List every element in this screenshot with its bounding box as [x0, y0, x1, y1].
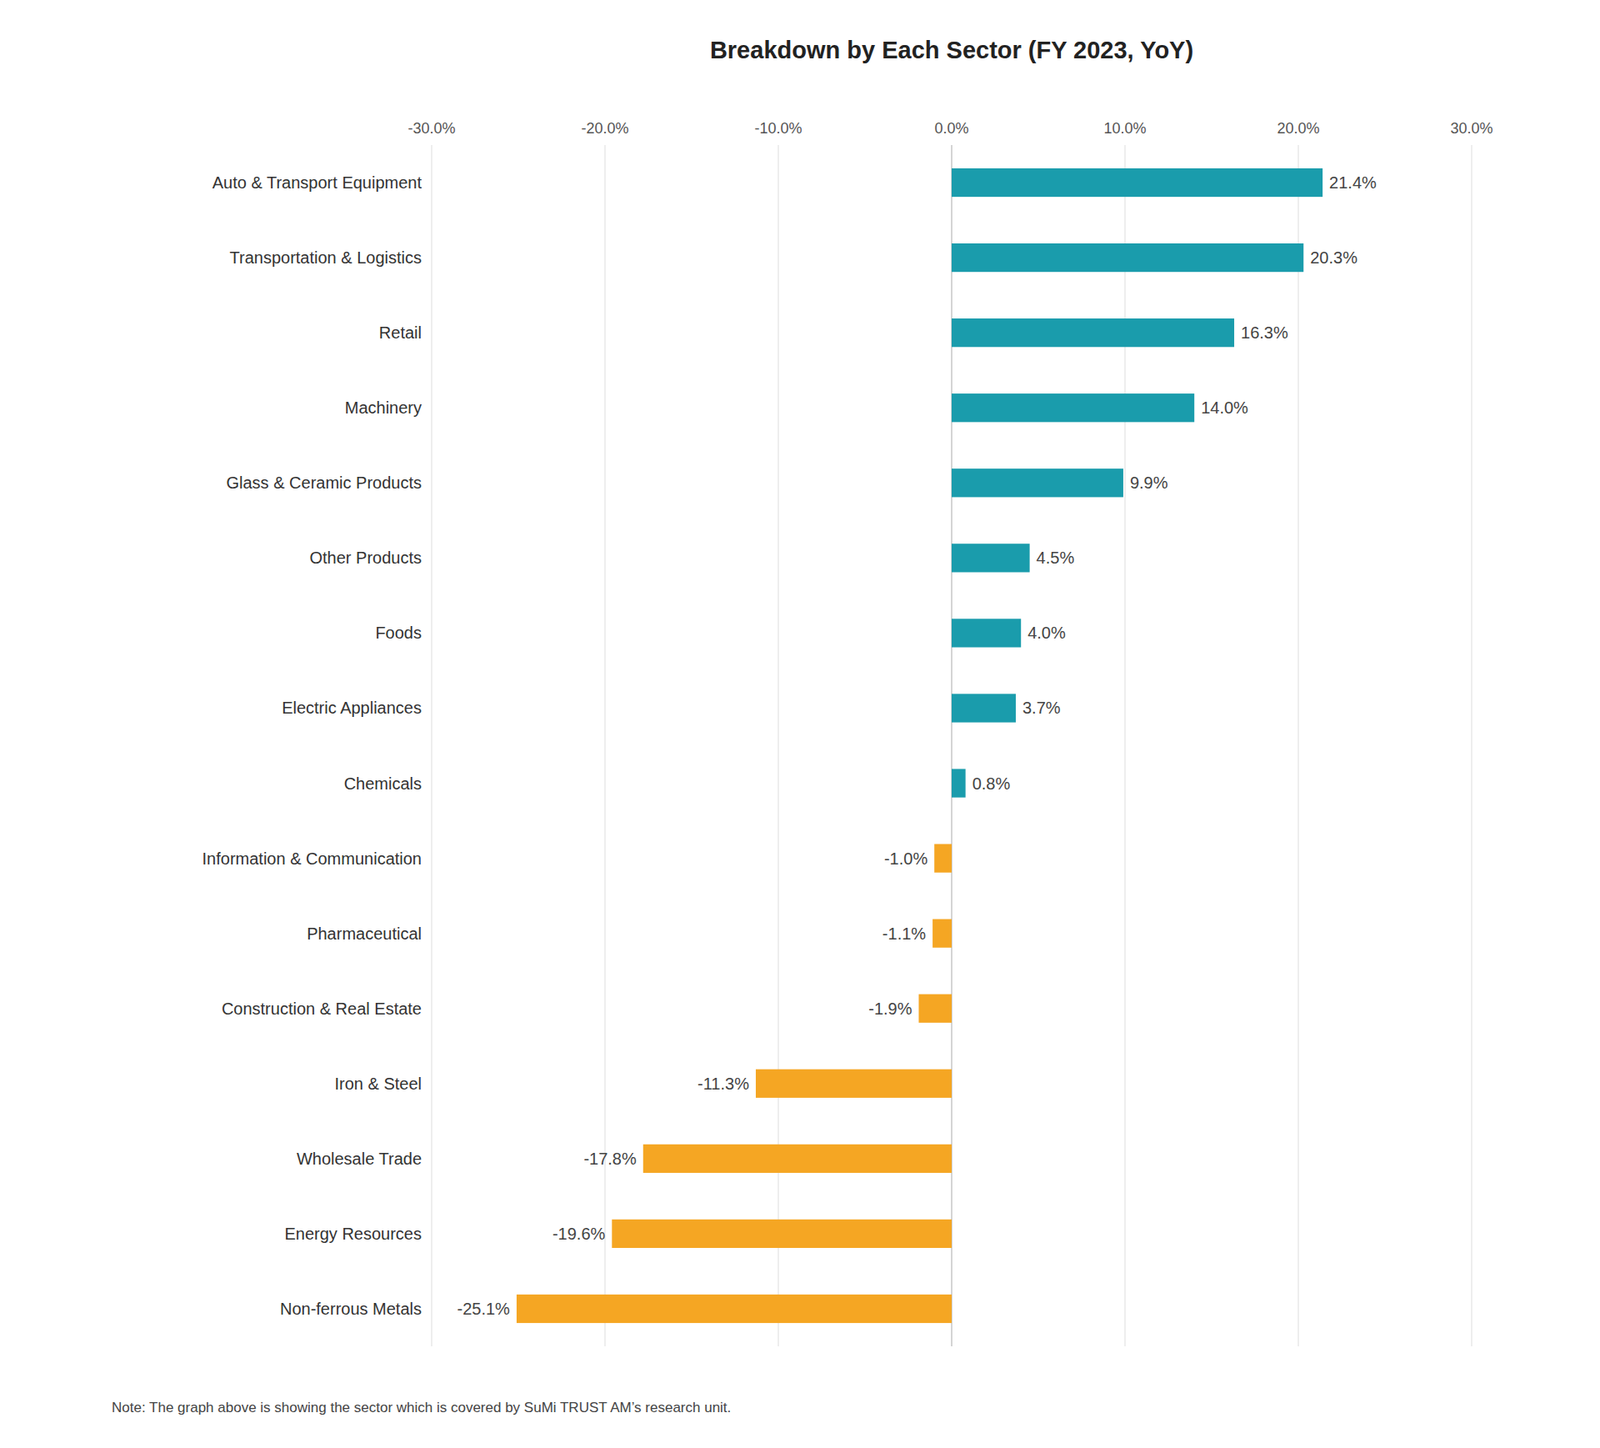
- bar: [951, 468, 1124, 497]
- grid-line: [1298, 145, 1300, 1346]
- data-label: 16.3%: [1240, 323, 1289, 342]
- tick-label: 30.0%: [1450, 120, 1493, 137]
- category-label: Glass & Ceramic Products: [225, 473, 422, 492]
- bars: [516, 168, 1323, 1323]
- bar: [516, 1294, 952, 1323]
- bar: [755, 1069, 952, 1098]
- bar: [951, 693, 1016, 722]
- grid-line: [431, 145, 433, 1346]
- note: Note: The graph above is showing the sec…: [111, 1399, 731, 1415]
- category-labels: Auto & Transport Equipment Transportation…: [202, 173, 423, 1318]
- category-label: Transportation & Logistics: [230, 248, 422, 267]
- category-label: Energy Resources: [284, 1224, 422, 1243]
- data-label: 14.0%: [1200, 398, 1249, 417]
- data-label: -25.1%: [457, 1299, 511, 1318]
- bar: [951, 618, 1021, 647]
- data-label: -17.8%: [583, 1149, 637, 1168]
- data-label: 4.0%: [1027, 623, 1066, 642]
- x-ticks: -30.0% -20.0% -10.0% 0.0% 10.0% 20.0% 30.0%: [407, 120, 1493, 137]
- data-labels: 21.4% 20.3% 16.3% 14.0% 9.9% 4.5% 4.0% 3.7% 0.8%…: [457, 173, 1378, 1318]
- data-label: -1.9%: [868, 999, 912, 1018]
- data-label: 21.4%: [1329, 173, 1377, 192]
- chart: Breakdown by Each Sector (FY 2023, YoY) -…: [0, 0, 1600, 1448]
- bar: [951, 318, 1235, 347]
- category-label: Information & Communication: [202, 849, 422, 868]
- category-label: Foods: [375, 623, 422, 642]
- bar: [934, 843, 952, 872]
- data-label: 3.7%: [1022, 698, 1061, 717]
- data-label: -1.0%: [884, 849, 928, 868]
- tick-label: 0.0%: [934, 120, 969, 137]
- data-label: -1.1%: [882, 924, 926, 943]
- data-label: 0.8%: [972, 774, 1011, 793]
- category-label: Construction & Real Estate: [221, 999, 422, 1018]
- data-label: 4.5%: [1036, 548, 1075, 567]
- category-label: Wholesale Trade: [296, 1149, 422, 1168]
- tick-label: 20.0%: [1276, 120, 1320, 137]
- category-label: Chemicals: [344, 774, 422, 793]
- bar: [951, 243, 1304, 272]
- category-label: Retail: [379, 323, 422, 342]
- data-label: -11.3%: [697, 1074, 750, 1093]
- bar: [932, 919, 952, 948]
- tick-label: -30.0%: [407, 120, 455, 137]
- bar: [951, 768, 966, 797]
- data-label: 9.9%: [1130, 473, 1169, 492]
- category-label: Iron & Steel: [334, 1074, 422, 1093]
- category-label: Other Products: [309, 548, 422, 567]
- bar: [918, 994, 952, 1023]
- bar: [611, 1219, 952, 1248]
- tick-label: 10.0%: [1103, 120, 1146, 137]
- category-label: Auto & Transport Equipment: [212, 173, 423, 192]
- data-label: 20.3%: [1310, 248, 1358, 267]
- category-label: Electric Appliances: [281, 698, 422, 717]
- title: Breakdown by Each Sector (FY 2023, YoY): [710, 36, 1194, 64]
- bar: [951, 168, 1323, 197]
- grid-line: [1471, 145, 1473, 1346]
- data-label: -19.6%: [552, 1224, 606, 1243]
- bar: [951, 393, 1195, 422]
- tick-label: -10.0%: [754, 120, 802, 137]
- bar: [643, 1144, 952, 1173]
- category-label: Non-ferrous Metals: [280, 1299, 422, 1318]
- category-label: Machinery: [345, 398, 422, 417]
- category-label: Pharmaceutical: [306, 924, 422, 943]
- tick-label: -20.0%: [580, 120, 629, 137]
- grid: [431, 145, 1472, 1346]
- bar: [951, 543, 1030, 572]
